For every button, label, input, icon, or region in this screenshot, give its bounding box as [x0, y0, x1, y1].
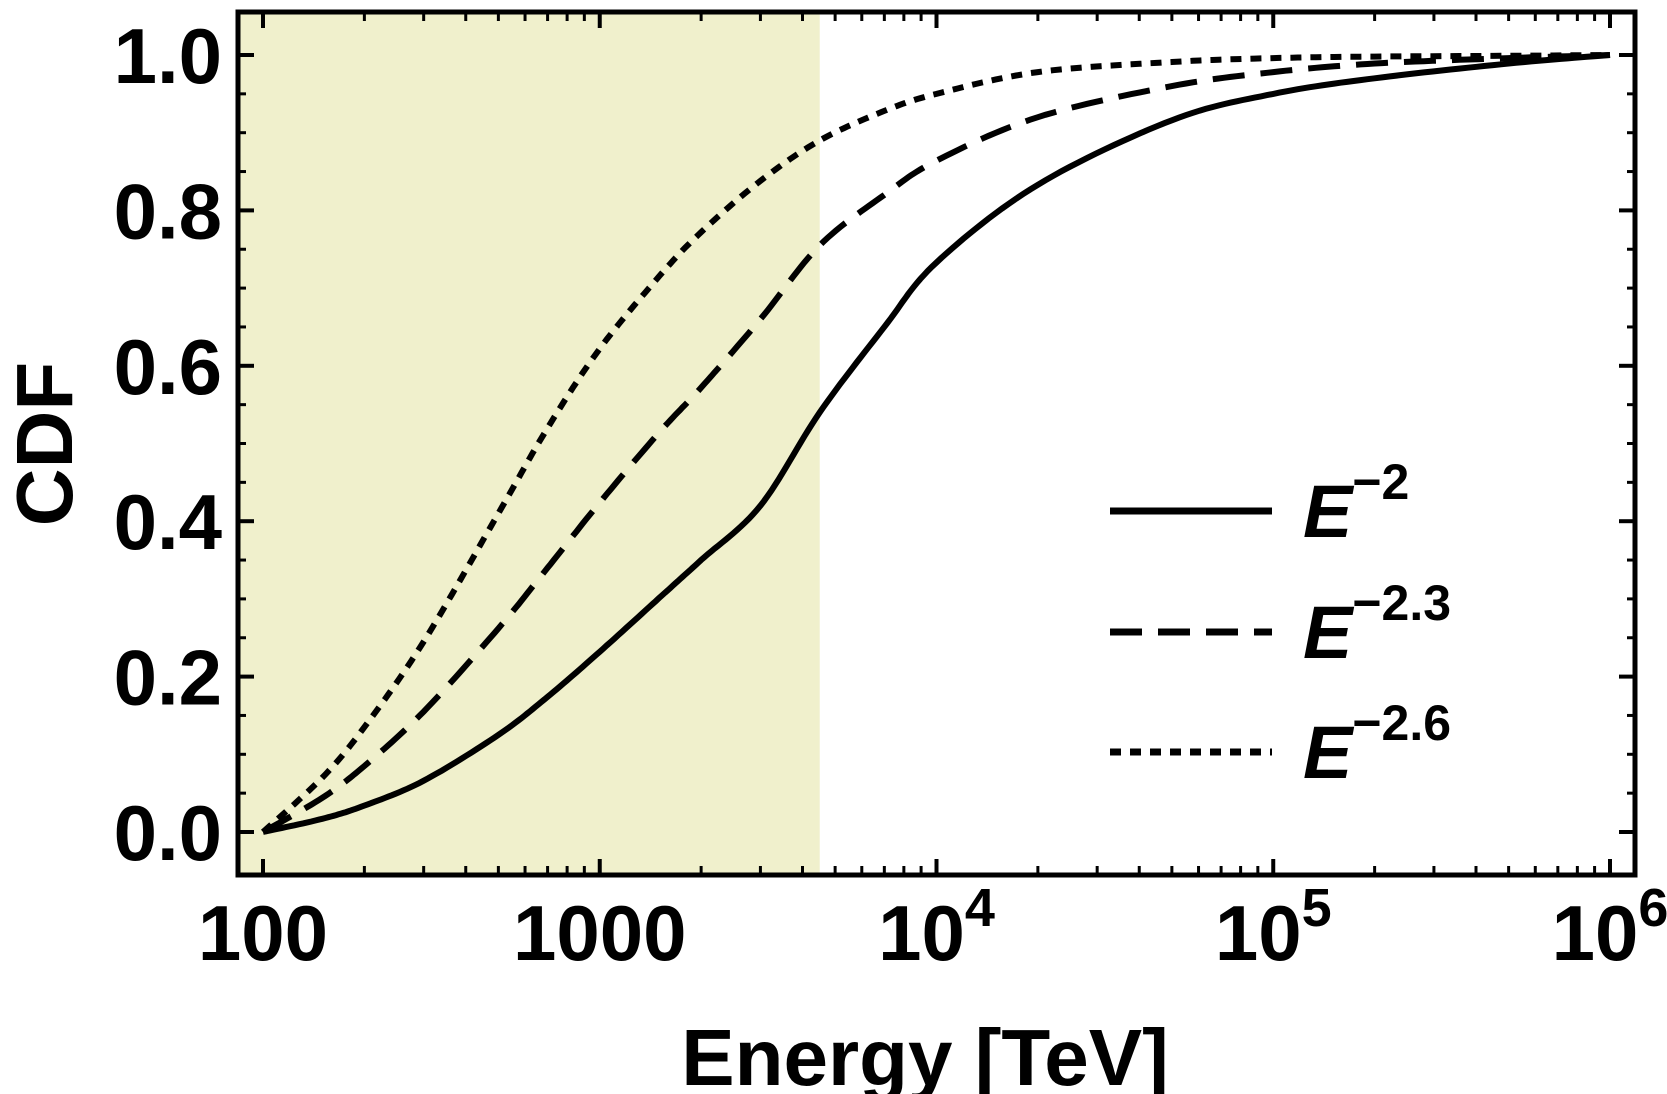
series-line-2: [261, 52, 1611, 835]
y-tick-label-1: 0.0: [114, 789, 222, 877]
series-line-1: [262, 52, 1611, 835]
x-tick-label-3: 104: [878, 878, 995, 977]
y-tick-label-2: 0.2: [114, 634, 222, 722]
series-layer: [260, 52, 1611, 835]
y-tick-label-3: 0.4: [114, 478, 222, 566]
plot-frame: [235, 9, 1638, 878]
y-tick-label-4: 0.6: [114, 323, 222, 411]
y-tick-labels: 0.0 0.2 0.4 0.6 0.8 1.0: [114, 12, 222, 877]
y-tick-label-5: 0.8: [114, 167, 222, 255]
x-tick-label-1: 100: [198, 889, 328, 977]
shaded-region: [238, 12, 820, 875]
x-tick-label-4: 105: [1215, 878, 1332, 977]
legend: E−2 E−2.3 E−2.6: [1110, 454, 1451, 794]
x-tick-label-2: 1000: [513, 889, 687, 977]
legend-label-2: E−2.3: [1303, 575, 1451, 674]
legend-label-3: E−2.6: [1303, 695, 1451, 794]
x-tick-label-5: 106: [1552, 878, 1667, 977]
y-tick-label-6: 1.0: [114, 12, 222, 100]
series-line-3: [260, 52, 1610, 835]
y-axis-title: CDF: [0, 362, 89, 526]
legend-label-1: E−2: [1303, 454, 1409, 553]
x-axis-title: Energy [TeV]: [681, 1013, 1169, 1094]
x-tick-labels: 100 1000 104 105 106: [198, 878, 1667, 977]
